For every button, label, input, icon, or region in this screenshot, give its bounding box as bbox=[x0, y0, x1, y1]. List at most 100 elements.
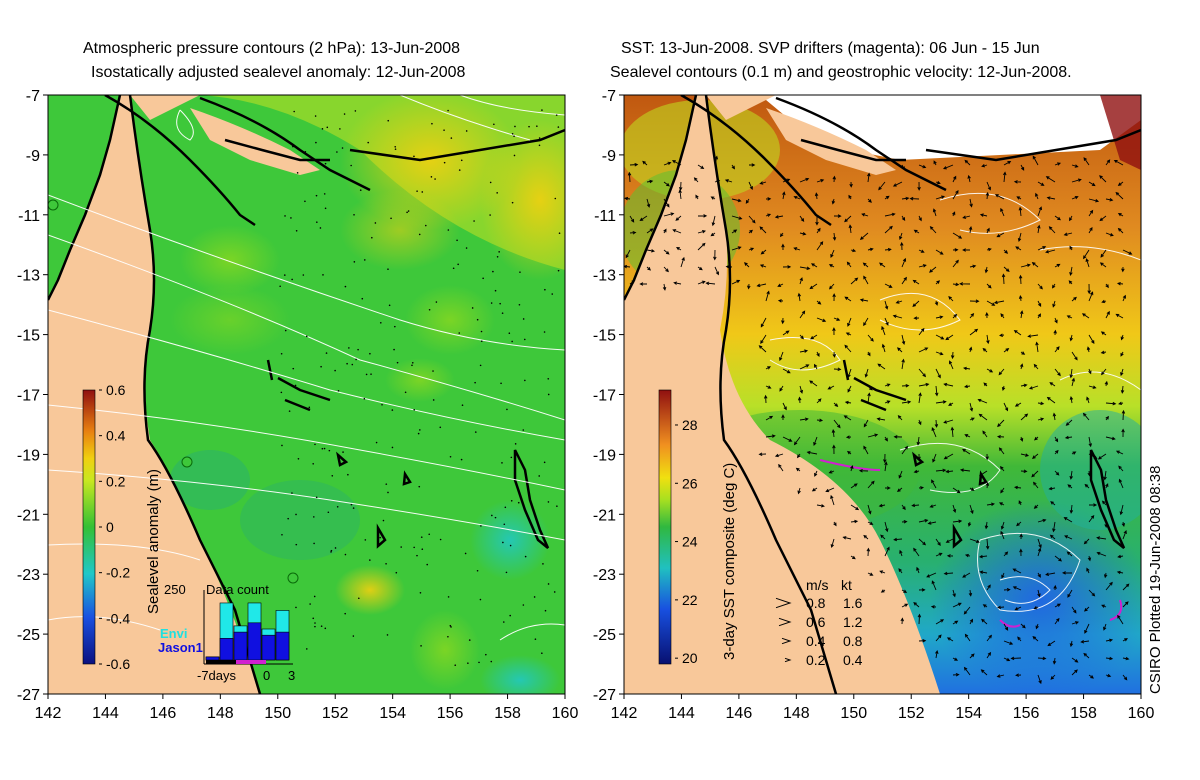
geostrophic-velocity-arrow bbox=[1084, 483, 1090, 489]
track-dot bbox=[305, 648, 308, 650]
geostrophic-velocity-arrow bbox=[884, 195, 890, 200]
track-dot bbox=[450, 626, 452, 628]
track-dot bbox=[473, 220, 475, 222]
geostrophic-velocity-arrow bbox=[639, 282, 648, 286]
geostrophic-velocity-arrow bbox=[809, 283, 818, 290]
geostrophic-velocity-arrow bbox=[861, 213, 869, 217]
geostrophic-velocity-arrow bbox=[779, 385, 784, 392]
right-lat-tick-label: -23 bbox=[593, 567, 616, 584]
geostrophic-velocity-arrow bbox=[1037, 518, 1047, 523]
geostrophic-velocity-arrow bbox=[918, 368, 927, 378]
geostrophic-velocity-arrow bbox=[663, 212, 675, 217]
geostrophic-velocity-arrow bbox=[697, 242, 706, 251]
track-dot bbox=[447, 109, 449, 112]
geostrophic-velocity-arrow bbox=[850, 277, 859, 285]
right-lon-tick-label: 144 bbox=[668, 705, 695, 722]
geostrophic-velocity-arrow bbox=[1099, 175, 1107, 183]
track-dot bbox=[447, 229, 450, 231]
geostrophic-velocity-arrow bbox=[1033, 606, 1039, 610]
geostrophic-velocity-arrow bbox=[952, 259, 959, 268]
track-dot bbox=[498, 251, 500, 253]
track-dot bbox=[350, 164, 352, 167]
track-dot bbox=[358, 597, 360, 600]
geostrophic-velocity-arrow bbox=[1105, 436, 1116, 441]
track-dot bbox=[284, 215, 286, 217]
track-dot bbox=[419, 591, 422, 594]
track-dot bbox=[328, 449, 331, 452]
geostrophic-velocity-arrow bbox=[1069, 334, 1074, 342]
velocity-legend-kt: 0.8 bbox=[843, 633, 863, 649]
right-map: 28 26 24 22 20 3-day SST composite (deg C) m… bbox=[624, 95, 1141, 694]
geostrophic-velocity-arrow bbox=[986, 651, 992, 659]
geostrophic-velocity-arrow bbox=[1117, 181, 1124, 186]
geostrophic-velocity-arrow bbox=[963, 366, 971, 371]
track-dot bbox=[314, 622, 316, 624]
geostrophic-velocity-arrow bbox=[639, 215, 648, 222]
geostrophic-velocity-arrow bbox=[799, 349, 809, 353]
jason-count-bar bbox=[275, 631, 290, 661]
geostrophic-velocity-arrow bbox=[1101, 368, 1107, 376]
track-dot bbox=[536, 125, 538, 127]
geostrophic-velocity-arrow bbox=[1063, 517, 1073, 523]
right-colorbar-tick-label: 24 bbox=[682, 534, 698, 550]
track-dot bbox=[528, 125, 530, 128]
track-dot bbox=[324, 627, 327, 630]
right-lat-tick-label: -21 bbox=[593, 507, 616, 524]
geostrophic-velocity-arrow bbox=[867, 198, 872, 203]
track-dot bbox=[313, 595, 316, 598]
track-dot bbox=[336, 505, 339, 508]
geostrophic-velocity-arrow bbox=[1087, 283, 1091, 295]
track-dot bbox=[541, 109, 543, 111]
geostrophic-velocity-arrow bbox=[1088, 198, 1100, 203]
geostrophic-velocity-arrow bbox=[832, 444, 836, 455]
geostrophic-velocity-arrow bbox=[964, 159, 971, 166]
track-dot bbox=[491, 514, 493, 517]
geostrophic-velocity-arrow bbox=[1031, 470, 1039, 478]
geostrophic-velocity-arrow bbox=[876, 417, 886, 421]
geostrophic-velocity-arrow bbox=[777, 283, 784, 287]
geostrophic-velocity-arrow bbox=[1071, 178, 1082, 183]
geostrophic-velocity-arrow bbox=[895, 300, 903, 304]
geostrophic-velocity-arrow bbox=[1063, 232, 1073, 236]
geostrophic-velocity-arrow bbox=[1003, 657, 1011, 662]
geostrophic-velocity-arrow bbox=[1019, 436, 1024, 442]
geostrophic-velocity-arrow bbox=[705, 281, 716, 286]
geostrophic-velocity-arrow bbox=[918, 588, 926, 592]
geostrophic-velocity-arrow bbox=[981, 164, 988, 168]
geostrophic-velocity-arrow bbox=[1037, 246, 1047, 251]
geostrophic-velocity-arrow bbox=[1104, 380, 1109, 387]
geostrophic-velocity-arrow bbox=[782, 402, 787, 411]
geostrophic-velocity-arrow bbox=[1103, 470, 1107, 481]
geostrophic-velocity-arrow bbox=[1071, 296, 1077, 302]
geostrophic-velocity-arrow bbox=[969, 299, 980, 303]
geostrophic-velocity-arrow bbox=[863, 317, 869, 327]
right-title-line1: SST: 13-Jun-2008. SVP drifters (magenta)… bbox=[621, 40, 1040, 57]
track-dot bbox=[458, 332, 461, 334]
left-lat-tick-label: -13 bbox=[17, 268, 40, 285]
geostrophic-velocity-arrow bbox=[877, 363, 886, 370]
track-dot bbox=[344, 553, 347, 556]
geostrophic-velocity-arrow bbox=[1017, 636, 1022, 642]
geostrophic-velocity-arrow bbox=[1000, 521, 1005, 530]
geostrophic-velocity-arrow bbox=[1067, 589, 1073, 598]
geostrophic-velocity-arrow bbox=[964, 633, 971, 642]
data-count-inset: Data count 250 Envi Jason1 -7days 0 3 bbox=[158, 582, 295, 683]
geostrophic-velocity-arrow bbox=[850, 465, 854, 472]
geostrophic-velocity-arrow bbox=[663, 266, 669, 273]
geostrophic-velocity-arrow bbox=[1096, 536, 1107, 540]
geostrophic-velocity-arrow bbox=[942, 164, 954, 170]
track-dot bbox=[420, 536, 423, 538]
velocity-legend-kt: 1.2 bbox=[843, 614, 863, 630]
track-dot bbox=[353, 213, 355, 216]
geostrophic-velocity-arrow bbox=[1121, 266, 1125, 273]
geostrophic-velocity-arrow bbox=[663, 198, 670, 208]
geostrophic-velocity-arrow bbox=[969, 504, 974, 515]
left-colorbar-tick-label: 0.2 bbox=[106, 473, 126, 489]
geostrophic-velocity-arrow bbox=[935, 538, 941, 546]
geostrophic-velocity-arrow bbox=[845, 435, 852, 439]
geostrophic-velocity-arrow bbox=[884, 521, 889, 533]
track-dot bbox=[474, 431, 477, 433]
track-dot bbox=[391, 409, 394, 411]
geostrophic-velocity-arrow bbox=[1000, 207, 1005, 217]
track-dot bbox=[510, 500, 513, 502]
